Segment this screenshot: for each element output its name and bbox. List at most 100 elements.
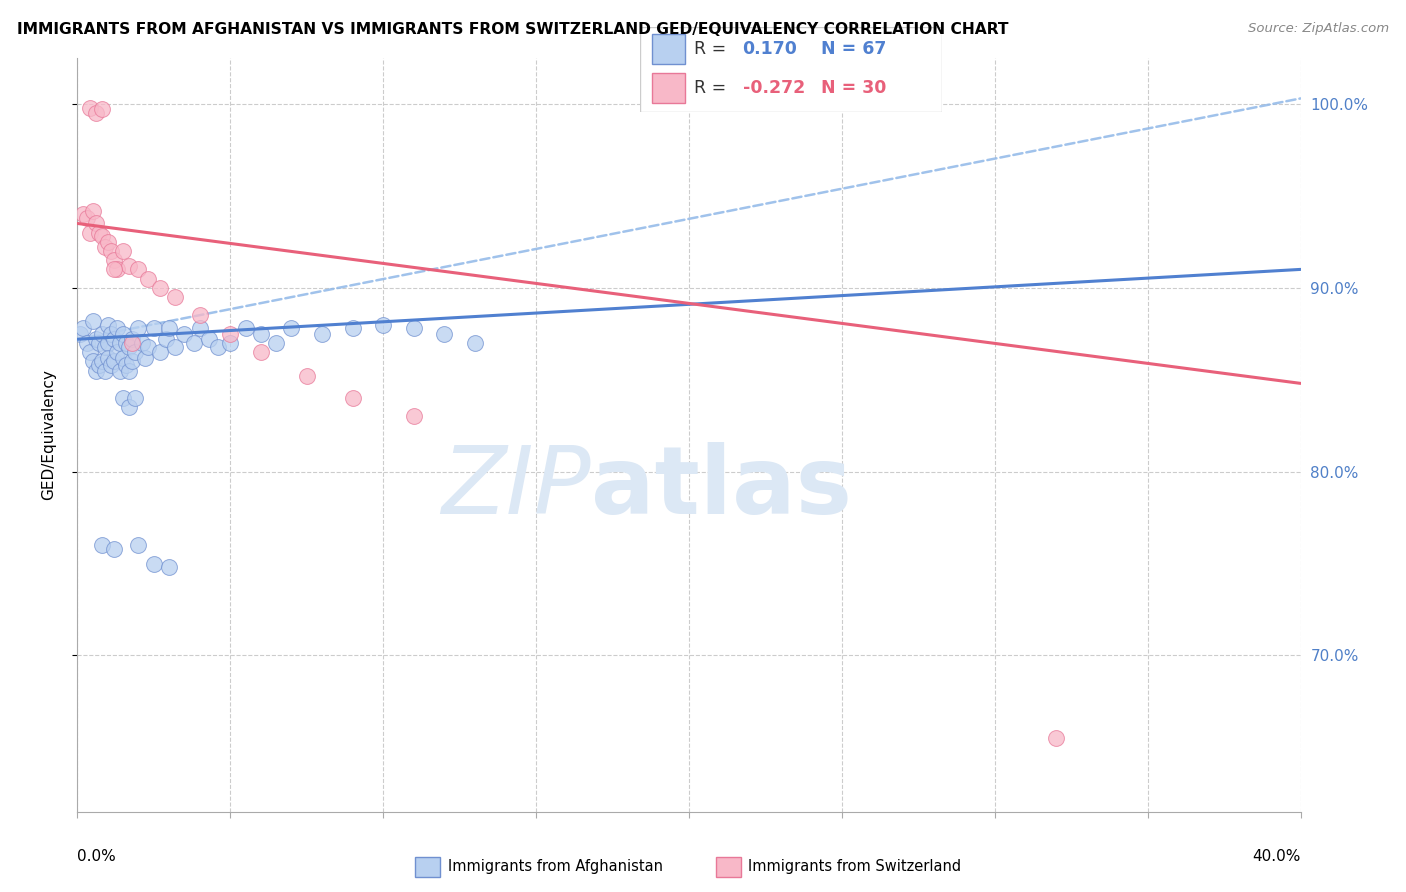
- Point: [235, 321, 257, 335]
- Point: [280, 321, 302, 335]
- Point: [118, 401, 141, 415]
- Point: [264, 335, 287, 350]
- Point: [149, 345, 172, 359]
- Text: IMMIGRANTS FROM AFGHANISTAN VS IMMIGRANTS FROM SWITZERLAND GED/EQUIVALENCY CORRE: IMMIGRANTS FROM AFGHANISTAN VS IMMIGRANT…: [17, 22, 1008, 37]
- Point: [94, 363, 117, 377]
- FancyBboxPatch shape: [640, 27, 942, 112]
- Point: [100, 358, 122, 372]
- Point: [402, 409, 425, 424]
- Point: [219, 326, 242, 341]
- Point: [142, 557, 165, 571]
- Point: [90, 538, 112, 552]
- Point: [90, 354, 112, 368]
- Point: [103, 253, 125, 268]
- Point: [128, 538, 150, 552]
- Point: [124, 391, 146, 405]
- Point: [79, 101, 101, 115]
- Point: [183, 335, 205, 350]
- Point: [105, 345, 128, 359]
- Point: [105, 321, 128, 335]
- Point: [342, 391, 364, 405]
- FancyBboxPatch shape: [415, 856, 440, 877]
- Point: [118, 363, 141, 377]
- Text: N = 67: N = 67: [821, 40, 886, 58]
- Point: [82, 314, 104, 328]
- Point: [1045, 731, 1067, 746]
- Point: [121, 354, 143, 368]
- Text: atlas: atlas: [591, 442, 852, 533]
- Point: [69, 326, 91, 341]
- Point: [84, 332, 107, 346]
- Point: [136, 271, 159, 285]
- Point: [103, 541, 125, 556]
- Point: [84, 106, 107, 120]
- Point: [76, 335, 98, 350]
- FancyBboxPatch shape: [716, 856, 741, 877]
- Point: [97, 318, 120, 332]
- Point: [108, 335, 131, 350]
- Point: [188, 321, 211, 335]
- Point: [128, 262, 150, 277]
- Text: 40.0%: 40.0%: [1253, 849, 1301, 864]
- Point: [112, 351, 135, 365]
- Point: [295, 369, 318, 384]
- Point: [207, 340, 229, 354]
- Y-axis label: GED/Equivalency: GED/Equivalency: [42, 369, 56, 500]
- Point: [155, 332, 177, 346]
- Point: [100, 326, 122, 341]
- Point: [142, 321, 165, 335]
- Point: [72, 321, 94, 335]
- Point: [97, 335, 120, 350]
- Point: [87, 335, 110, 350]
- Point: [402, 321, 425, 335]
- Point: [157, 321, 180, 335]
- Point: [250, 345, 273, 359]
- Point: [94, 340, 117, 354]
- Point: [128, 321, 150, 335]
- Point: [103, 354, 125, 368]
- Text: ZIP: ZIP: [441, 442, 591, 533]
- Point: [219, 335, 242, 350]
- Point: [371, 318, 394, 332]
- Point: [90, 103, 112, 117]
- Point: [311, 326, 333, 341]
- Point: [124, 345, 146, 359]
- Point: [464, 335, 486, 350]
- Point: [173, 326, 195, 341]
- Point: [112, 326, 135, 341]
- Point: [90, 229, 112, 244]
- Point: [84, 363, 107, 377]
- Text: R =: R =: [695, 79, 727, 97]
- Point: [165, 340, 187, 354]
- Point: [131, 335, 153, 350]
- Point: [90, 326, 112, 341]
- Text: Immigrants from Switzerland: Immigrants from Switzerland: [748, 859, 962, 873]
- Point: [97, 235, 120, 249]
- Point: [188, 309, 211, 323]
- Point: [79, 226, 101, 240]
- Point: [103, 332, 125, 346]
- Point: [112, 244, 135, 258]
- Point: [87, 358, 110, 372]
- Text: -0.272: -0.272: [742, 79, 804, 97]
- Point: [112, 391, 135, 405]
- FancyBboxPatch shape: [652, 73, 685, 103]
- Point: [342, 321, 364, 335]
- Point: [76, 211, 98, 225]
- Point: [118, 340, 141, 354]
- Point: [82, 354, 104, 368]
- Point: [134, 351, 156, 365]
- Point: [72, 207, 94, 221]
- Text: N = 30: N = 30: [821, 79, 886, 97]
- Text: 0.0%: 0.0%: [77, 849, 117, 864]
- Text: 0.170: 0.170: [742, 40, 797, 58]
- Point: [82, 203, 104, 218]
- Point: [115, 358, 138, 372]
- Point: [108, 363, 131, 377]
- Point: [136, 340, 159, 354]
- FancyBboxPatch shape: [652, 35, 685, 64]
- Point: [118, 259, 141, 273]
- Point: [115, 335, 138, 350]
- Point: [198, 332, 221, 346]
- Point: [97, 351, 120, 365]
